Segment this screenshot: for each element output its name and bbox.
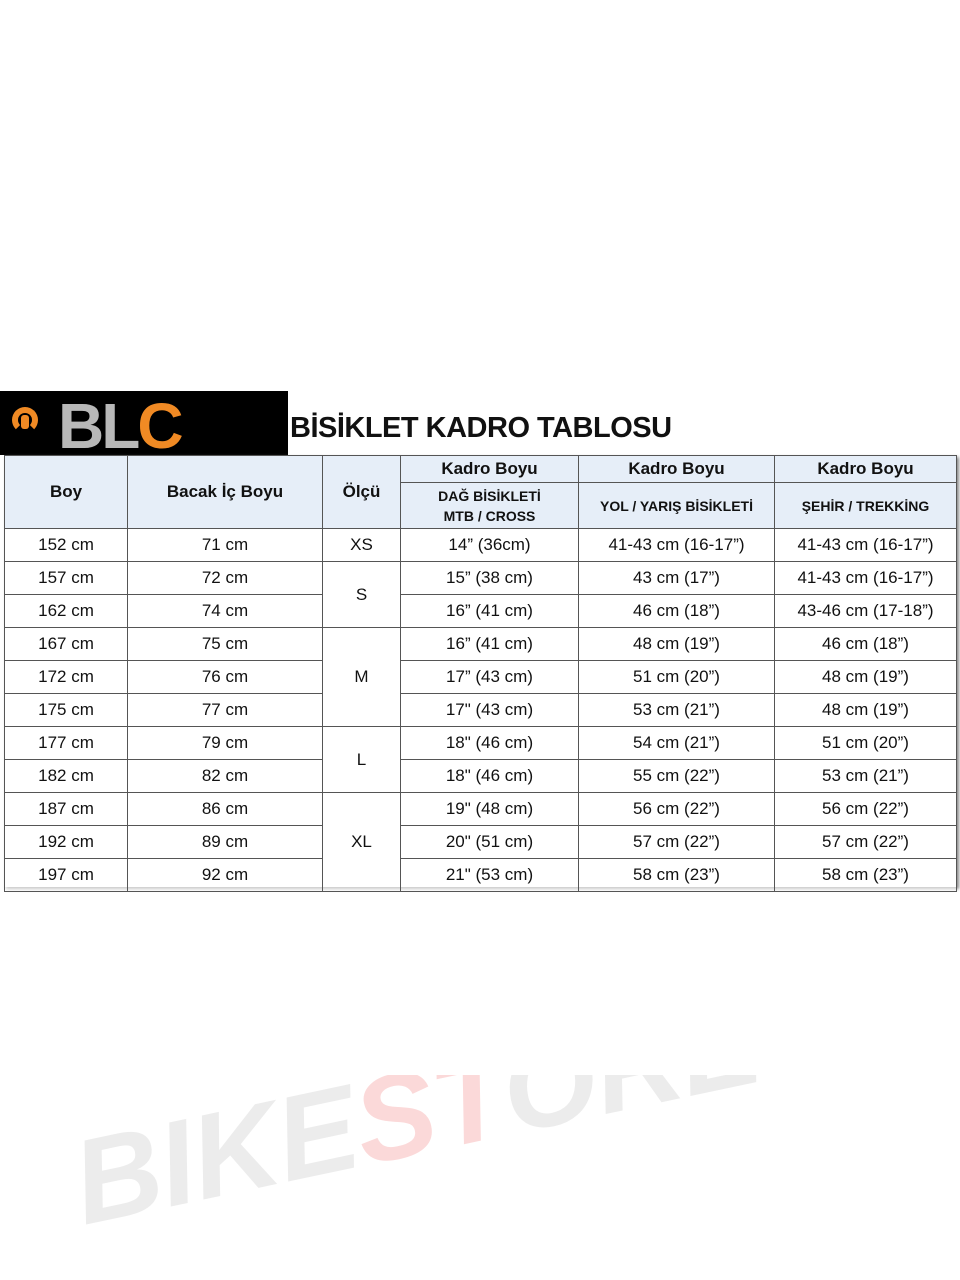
cell-mtb: 18" (46 cm) xyxy=(400,726,579,760)
page-title: BİSİKLET KADRO TABLOSU xyxy=(290,412,672,444)
subheader-mtb: DAĞ BİSİKLETİ MTB / CROSS xyxy=(400,482,579,529)
cell-mtb: 19" (48 cm) xyxy=(400,792,579,826)
cell-yol: 53 cm (21”) xyxy=(578,693,775,727)
cell-boy: 175 cm xyxy=(4,693,128,727)
cell-bacak: 76 cm xyxy=(127,660,323,694)
subheader-sehir: ŞEHİR / TREKKİNG xyxy=(774,482,957,529)
cell-sehir: 41-43 cm (16-17”) xyxy=(774,561,957,595)
cell-bacak: 79 cm xyxy=(127,726,323,760)
table-row: 157 cm 72 cm S 15” (38 cm) 43 cm (17”) 41-43 … xyxy=(4,561,957,628)
cell-boy: 177 cm xyxy=(4,726,128,760)
table-row: 175 cm 77 cm 17" (43 cm) 53 cm (21”) 48 cm (… xyxy=(4,693,957,727)
cell-bacak: 89 cm xyxy=(127,825,323,859)
logo-signal-icon xyxy=(12,407,38,433)
cell-yol: 48 cm (19”) xyxy=(578,627,775,661)
table-row: 172 cm 76 cm 17” (43 cm) 51 cm (20”) 48 cm (… xyxy=(4,660,957,694)
svg-text:BIKESTORE: BIKESTORE xyxy=(84,1075,776,1250)
cell-sehir: 57 cm (22”) xyxy=(774,825,957,859)
cell-olcu: M xyxy=(322,627,401,727)
table-row: 182 cm 82 cm 18" (46 cm) 55 cm (22”) 53 cm (… xyxy=(4,759,957,793)
cell-sehir: 41-43 cm (16-17”) xyxy=(774,528,957,562)
cell-mtb: 14” (36cm) xyxy=(400,528,579,562)
cell-boy: 152 cm xyxy=(4,528,128,562)
cell-olcu: XL xyxy=(322,792,401,892)
cell-boy: 157 cm xyxy=(4,561,128,595)
cell-yol: 41-43 cm (16-17”) xyxy=(578,528,775,562)
cell-bacak: 74 cm xyxy=(127,594,323,628)
frame-size-table: Boy Bacak İç Boyu Ölçü Kadro Boyu Kadro … xyxy=(4,455,957,892)
cell-mtb: 16” (41 cm) xyxy=(400,627,579,661)
cell-mtb: 18" (46 cm) xyxy=(400,759,579,793)
table-row: 192 cm 89 cm 20" (51 cm) 57 cm (22”) 57 cm (… xyxy=(4,825,957,859)
cell-sehir: 48 cm (19”) xyxy=(774,660,957,694)
size-table-container: Boy Bacak İç Boyu Ölçü Kadro Boyu Kadro … xyxy=(4,455,957,1250)
cell-sehir: 56 cm (22”) xyxy=(774,792,957,826)
logo-signal-dot-icon xyxy=(21,415,29,429)
header-boy: Boy xyxy=(4,455,128,529)
cell-mtb: 15” (38 cm) xyxy=(400,561,579,595)
cell-sehir: 58 cm (23”) xyxy=(774,858,957,892)
cell-bacak: 71 cm xyxy=(127,528,323,562)
cell-olcu: L xyxy=(322,726,401,793)
table-row: 162 cm 74 cm 16” (41 cm) 46 cm (18”) 43-46 c… xyxy=(4,594,957,628)
cell-mtb: 17” (43 cm) xyxy=(400,660,579,694)
cell-yol: 58 cm (23”) xyxy=(578,858,775,892)
cell-sehir: 53 cm (21”) xyxy=(774,759,957,793)
cell-olcu: S xyxy=(322,561,401,628)
cell-mtb: 16” (41 cm) xyxy=(400,594,579,628)
cell-boy: 162 cm xyxy=(4,594,128,628)
cell-yol: 56 cm (22”) xyxy=(578,792,775,826)
cell-sehir: 43-46 cm (17-18”) xyxy=(774,594,957,628)
cell-bacak: 82 cm xyxy=(127,759,323,793)
header-bacak: Bacak İç Boyu xyxy=(127,455,323,529)
cell-yol: 57 cm (22”) xyxy=(578,825,775,859)
cell-sehir: 51 cm (20”) xyxy=(774,726,957,760)
cell-boy: 172 cm xyxy=(4,660,128,694)
watermark: BIKESTORE xyxy=(84,1075,776,1250)
cell-boy: 182 cm xyxy=(4,759,128,793)
cell-bacak: 75 cm xyxy=(127,627,323,661)
cell-sehir: 48 cm (19”) xyxy=(774,693,957,727)
cell-yol: 54 cm (21”) xyxy=(578,726,775,760)
cell-bacak: 77 cm xyxy=(127,693,323,727)
header-kadro-sehir: Kadro Boyu xyxy=(774,455,957,483)
cell-sehir: 46 cm (18”) xyxy=(774,627,957,661)
cell-bacak: 92 cm xyxy=(127,858,323,892)
cell-yol: 43 cm (17”) xyxy=(578,561,775,595)
cell-bacak: 86 cm xyxy=(127,792,323,826)
cell-bacak: 72 cm xyxy=(127,561,323,595)
table-row: 187 cm 86 cm XL 19" (48 cm) 56 cm (22”) 56 cm… xyxy=(4,792,957,892)
cell-yol: 46 cm (18”) xyxy=(578,594,775,628)
blc-logo: BLC xyxy=(0,390,288,462)
cell-boy: 197 cm xyxy=(4,858,128,892)
table-row: 177 cm 79 cm L 18" (46 cm) 54 cm (21”) 51 cm … xyxy=(4,726,957,793)
table-row: 197 cm 92 cm 21" (53 cm) 58 cm (23”) 58 cm (… xyxy=(4,858,957,892)
header-kadro-mtb: Kadro Boyu xyxy=(400,455,579,483)
cell-olcu: XS xyxy=(322,528,401,562)
header-olcu: Ölçü xyxy=(322,455,401,529)
cell-mtb: 20" (51 cm) xyxy=(400,825,579,859)
cell-boy: 167 cm xyxy=(4,627,128,661)
cell-yol: 55 cm (22”) xyxy=(578,759,775,793)
cell-mtb: 21" (53 cm) xyxy=(400,858,579,892)
cell-boy: 187 cm xyxy=(4,792,128,826)
subheader-yol: YOL / YARIŞ BİSİKLETİ xyxy=(578,482,775,529)
cell-mtb: 17" (43 cm) xyxy=(400,693,579,727)
table-row: 152 cm 71 cm XS 14” (36cm) 41-43 cm (16-17”)… xyxy=(4,528,957,562)
table-row: 167 cm 75 cm M 16” (41 cm) 48 cm (19”) 46 cm … xyxy=(4,627,957,727)
cell-yol: 51 cm (20”) xyxy=(578,660,775,694)
header-kadro-yol: Kadro Boyu xyxy=(578,455,775,483)
cell-boy: 192 cm xyxy=(4,825,128,859)
logo-text: BLC xyxy=(58,390,184,462)
